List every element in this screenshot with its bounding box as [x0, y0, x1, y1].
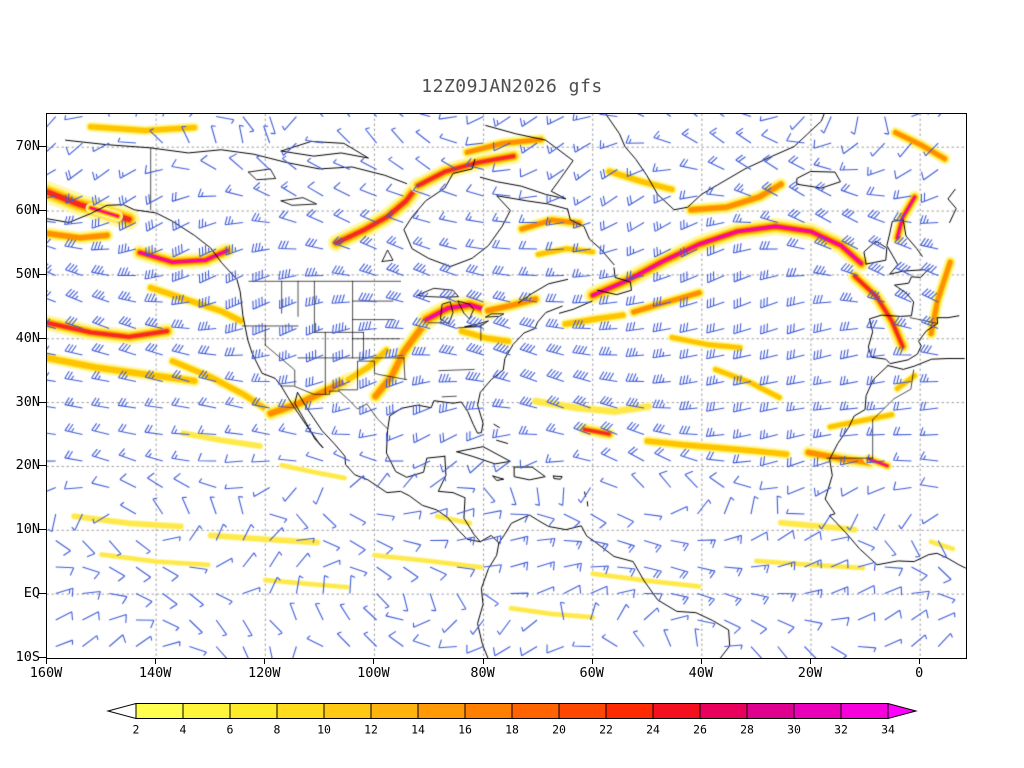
lat-tick-label: 10N: [15, 521, 40, 538]
lon-tick-label: 140W: [138, 665, 172, 681]
lat-tick-mark: [39, 337, 46, 339]
colorbar-legend: 2 4 6 8 10 12 14 16 18 20 22 24 26 28 30 32 34: [106, 702, 918, 746]
lon-tick-mark: [700, 658, 702, 664]
lat-tick-mark: [39, 273, 46, 275]
lon-tick-label: 80W: [470, 665, 495, 681]
colorbar-tick-label: 20: [552, 723, 566, 737]
colorbar-segment: [652, 703, 701, 719]
lon-tick-label: 0: [915, 665, 924, 681]
lat-tick-label: EQ: [23, 585, 40, 602]
colorbar-segment: [417, 703, 466, 719]
lat-tick-label: 20N: [15, 457, 40, 474]
title-line-1: 12Z09JAN2026 gfs: [421, 76, 603, 97]
colorbar-tick-label: 32: [834, 723, 848, 737]
colorbar-tick-label: 4: [180, 723, 187, 737]
map-canvas: [47, 114, 966, 658]
map-frame: [46, 113, 967, 659]
lon-tick-label: 120W: [248, 665, 281, 681]
colorbar-svg: 2 4 6 8 10 12 14 16 18 20 22 24 26 28 30 32 34: [106, 702, 918, 737]
lon-tick-mark: [591, 658, 593, 664]
lon-tick-mark: [810, 658, 811, 664]
lon-tick-label: 40W: [688, 665, 714, 681]
lon-tick-mark: [919, 658, 921, 664]
lat-tick-label: 30N: [15, 393, 40, 410]
colorbar-tick-label: 12: [364, 723, 378, 737]
colorbar-under-arrow: [106, 702, 137, 720]
colorbar-tick-label: 14: [411, 723, 425, 737]
lat-tick-label: 70N: [15, 138, 40, 155]
lon-tick-label: 160W: [29, 665, 63, 681]
colorbar-segment: [558, 703, 607, 719]
lon-tick-label: 100W: [357, 665, 390, 681]
colorbar-segment: [370, 703, 419, 719]
lon-tick-label: 60W: [579, 665, 604, 681]
colorbar-segment: [464, 703, 513, 719]
lat-tick-label: 60N: [15, 202, 40, 219]
colorbar-tick-label: 22: [599, 723, 613, 737]
colorbar-tick-label: 28: [740, 723, 754, 737]
colorbar-segment: [840, 703, 889, 719]
colorbar-over-arrow: [887, 702, 918, 720]
colorbar-tick-label: 16: [458, 723, 472, 737]
colorbar-tick-label: 6: [227, 723, 234, 737]
lat-tick-label: 10S: [15, 649, 40, 665]
lat-tick-mark: [39, 401, 46, 403]
lat-tick-mark: [39, 146, 46, 148]
colorbar-tick-label: 30: [787, 723, 801, 737]
colorbar-segment: [746, 703, 795, 719]
lon-tick-mark: [373, 658, 375, 664]
colorbar-segment: [605, 703, 654, 719]
colorbar-segment: [229, 703, 278, 719]
lon-tick-mark: [155, 658, 157, 664]
colorbar-segment: [511, 703, 560, 719]
colorbar-segment: [793, 703, 842, 719]
lat-tick-mark: [39, 593, 46, 595]
colorbar-segment: [135, 703, 184, 719]
colorbar-tick-label: 26: [693, 723, 707, 737]
lat-tick-mark: [39, 210, 46, 212]
colorbar-segment: [276, 703, 325, 719]
lat-tick-label: 50N: [15, 265, 40, 282]
colorbar-tick-label: 18: [505, 723, 519, 737]
colorbar-segment: [699, 703, 748, 719]
colorbar-tick-label: 34: [881, 723, 895, 737]
colorbar-tick-label: 10: [317, 723, 331, 737]
lat-tick-label: 40N: [15, 329, 40, 346]
lon-tick-mark: [482, 658, 484, 664]
lon-tick-mark: [46, 658, 47, 664]
lon-tick-mark: [264, 658, 266, 664]
colorbar-tick-label: 8: [274, 723, 281, 737]
lat-tick-mark: [39, 465, 46, 467]
colorbar-tick-label: 2: [133, 723, 140, 737]
lat-tick-mark: [39, 657, 46, 658]
lat-tick-mark: [39, 529, 46, 531]
colorbar-tick-label: 24: [646, 723, 660, 737]
lon-tick-label: 20W: [797, 665, 823, 681]
colorbar-segment: [182, 703, 231, 719]
colorbar-segment: [323, 703, 372, 719]
